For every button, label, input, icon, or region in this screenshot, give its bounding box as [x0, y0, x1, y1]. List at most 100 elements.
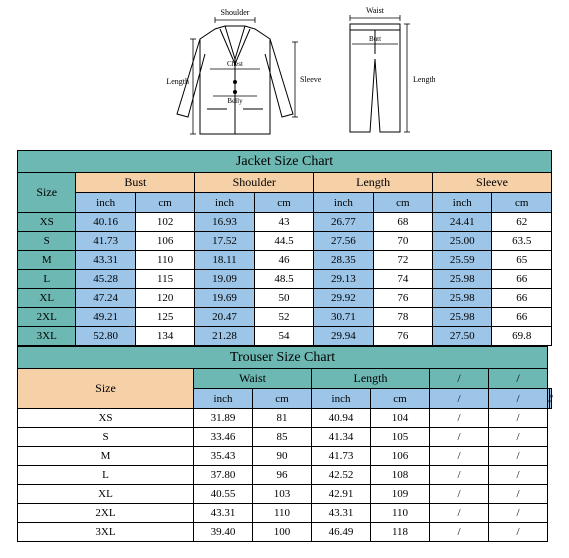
data-cell: 21.28 [195, 327, 254, 346]
jacket-size-chart-table: Jacket Size Chart Size Bust Shoulder Len… [17, 150, 552, 346]
size-cell: XS [18, 213, 76, 232]
data-cell: / [489, 447, 548, 466]
data-cell: 104 [371, 409, 430, 428]
data-cell: / [430, 485, 489, 504]
data-cell: 25.59 [433, 251, 492, 270]
data-cell: 19.69 [195, 289, 254, 308]
unit-header: / [430, 389, 489, 409]
size-cell: XL [18, 289, 76, 308]
data-cell: 43.31 [76, 251, 135, 270]
data-cell: / [489, 466, 548, 485]
data-cell: 68 [373, 213, 432, 232]
data-cell: 105 [371, 428, 430, 447]
data-cell: / [430, 504, 489, 523]
data-cell: 78 [373, 308, 432, 327]
data-cell: 43.31 [194, 504, 253, 523]
data-cell: 110 [371, 504, 430, 523]
jacket-sub-row: inch cm inch cm inch cm inch cm [18, 193, 552, 213]
data-cell: 29.13 [314, 270, 373, 289]
data-cell: 37.80 [194, 466, 253, 485]
data-cell: 24.41 [433, 213, 492, 232]
data-cell: 47.24 [76, 289, 135, 308]
data-cell: 33.46 [194, 428, 253, 447]
data-cell: / [489, 523, 548, 542]
data-cell: 81 [253, 409, 312, 428]
data-cell: 106 [371, 447, 430, 466]
data-cell: / [489, 504, 548, 523]
size-cell: 2XL [18, 308, 76, 327]
unit-header: / [550, 389, 552, 409]
unit-header: inch [194, 389, 253, 409]
trouser-group-row: Size Waist Length / / [18, 369, 552, 389]
unit-header: inch [195, 193, 254, 213]
data-cell: 25.98 [433, 308, 492, 327]
data-cell: 72 [373, 251, 432, 270]
unit-header: cm [135, 193, 194, 213]
data-cell: 44.5 [254, 232, 313, 251]
data-cell: 42.52 [312, 466, 371, 485]
jacket-group: Shoulder [195, 173, 314, 193]
data-cell: 69.8 [492, 327, 552, 346]
data-cell: 118 [371, 523, 430, 542]
data-cell: 65 [492, 251, 552, 270]
data-cell: 108 [371, 466, 430, 485]
data-cell: 46.49 [312, 523, 371, 542]
data-cell: 66 [492, 270, 552, 289]
table-row: M43.3111018.114628.357225.5965 [18, 251, 552, 270]
data-cell: 49.21 [76, 308, 135, 327]
trouser-title: Trouser Size Chart [18, 347, 548, 369]
data-cell: 28.35 [314, 251, 373, 270]
data-cell: 110 [253, 504, 312, 523]
table-row: S33.468541.34105// [18, 428, 552, 447]
table-row: XL40.5510342.91109// [18, 485, 552, 504]
unit-header: cm [254, 193, 313, 213]
trouser-group: Length [312, 369, 430, 389]
data-cell: 96 [253, 466, 312, 485]
data-cell: 40.55 [194, 485, 253, 504]
data-cell: 45.28 [76, 270, 135, 289]
unit-header: inch [314, 193, 373, 213]
data-cell: 115 [135, 270, 194, 289]
data-cell: 54 [254, 327, 313, 346]
data-cell: 48.5 [254, 270, 313, 289]
data-cell: 25.00 [433, 232, 492, 251]
data-cell: 100 [253, 523, 312, 542]
table-row: S41.7310617.5244.527.567025.0063.5 [18, 232, 552, 251]
label-shoulder: Shoulder [220, 8, 249, 17]
size-cell: M [18, 447, 194, 466]
data-cell: 62 [492, 213, 552, 232]
data-cell: 39.40 [194, 523, 253, 542]
jacket-group: Bust [76, 173, 195, 193]
size-cell: L [18, 270, 76, 289]
size-cell: L [18, 466, 194, 485]
table-row: L37.809642.52108// [18, 466, 552, 485]
size-cell: 2XL [18, 504, 194, 523]
unit-header: / [489, 389, 548, 409]
data-cell: 41.34 [312, 428, 371, 447]
data-cell: / [489, 485, 548, 504]
data-cell: 20.47 [195, 308, 254, 327]
data-cell: 16.93 [195, 213, 254, 232]
size-cell: M [18, 251, 76, 270]
table-row: M35.439041.73106// [18, 447, 552, 466]
table-row: XS31.898140.94104// [18, 409, 552, 428]
unit-header: inch [433, 193, 492, 213]
data-cell: 40.16 [76, 213, 135, 232]
data-cell: 41.73 [76, 232, 135, 251]
size-cell: S [18, 428, 194, 447]
table-row: 3XL39.4010046.49118// [18, 523, 552, 542]
data-cell: 76 [373, 289, 432, 308]
unit-header: cm [253, 389, 312, 409]
table-row: L45.2811519.0948.529.137425.9866 [18, 270, 552, 289]
label-belly: Belly [227, 97, 243, 105]
data-cell: 41.73 [312, 447, 371, 466]
data-cell: / [430, 447, 489, 466]
trouser-group: / [430, 369, 489, 389]
data-cell: / [489, 409, 548, 428]
data-cell: 103 [253, 485, 312, 504]
data-cell: 70 [373, 232, 432, 251]
data-cell: 102 [135, 213, 194, 232]
data-cell: 106 [135, 232, 194, 251]
size-cell: 3XL [18, 523, 194, 542]
table-row: XS40.1610216.934326.776824.4162 [18, 213, 552, 232]
